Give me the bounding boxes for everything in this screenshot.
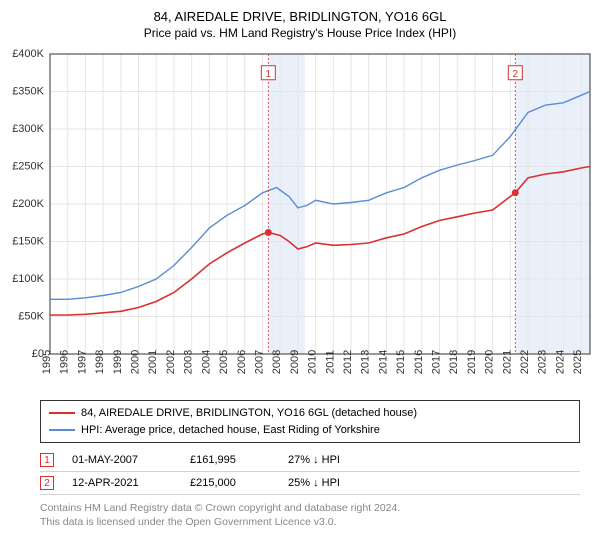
svg-text:2016: 2016 — [413, 350, 425, 374]
svg-text:£250K: £250K — [12, 161, 44, 173]
svg-text:2021: 2021 — [501, 350, 513, 374]
svg-text:1999: 1999 — [112, 350, 124, 374]
svg-text:2022: 2022 — [519, 350, 531, 374]
legend-swatch — [49, 429, 75, 431]
transaction-price: £215,000 — [190, 477, 270, 489]
chart-title-line2: Price paid vs. HM Land Registry's House … — [0, 26, 600, 44]
svg-text:2017: 2017 — [431, 350, 443, 374]
transaction-row: 2 12-APR-2021 £215,000 25% ↓ HPI — [40, 472, 580, 495]
line-chart: £0£50K£100K£150K£200K£250K£300K£350K£400… — [0, 44, 600, 396]
legend-label: 84, AIREDALE DRIVE, BRIDLINGTON, YO16 6G… — [81, 405, 417, 422]
svg-text:£300K: £300K — [12, 123, 44, 135]
svg-text:2019: 2019 — [466, 350, 478, 374]
svg-text:1995: 1995 — [41, 350, 53, 374]
svg-text:2014: 2014 — [377, 350, 389, 374]
svg-text:2005: 2005 — [218, 350, 230, 374]
chart-area: £0£50K£100K£150K£200K£250K£300K£350K£400… — [0, 44, 600, 396]
svg-text:£100K: £100K — [12, 273, 44, 285]
footer-attribution: Contains HM Land Registry data © Crown c… — [40, 501, 580, 529]
svg-text:2004: 2004 — [200, 350, 212, 374]
transaction-price: £161,995 — [190, 454, 270, 466]
transaction-date: 12-APR-2021 — [72, 477, 172, 489]
transaction-table: 1 01-MAY-2007 £161,995 27% ↓ HPI 2 12-APR-202… — [40, 449, 580, 495]
svg-text:1997: 1997 — [76, 350, 88, 374]
svg-text:2010: 2010 — [307, 350, 319, 374]
svg-text:2008: 2008 — [271, 350, 283, 374]
svg-text:2025: 2025 — [572, 350, 584, 374]
svg-text:£50K: £50K — [18, 311, 44, 323]
transaction-delta: 25% ↓ HPI — [288, 477, 340, 489]
legend-swatch — [49, 412, 75, 414]
transaction-marker: 2 — [40, 476, 54, 490]
svg-text:2013: 2013 — [360, 350, 372, 374]
svg-text:2003: 2003 — [183, 350, 195, 374]
svg-text:1: 1 — [266, 69, 272, 80]
legend-item: HPI: Average price, detached house, East… — [49, 422, 571, 439]
svg-text:2012: 2012 — [342, 350, 354, 374]
footer-line2: This data is licensed under the Open Gov… — [40, 515, 580, 529]
svg-text:2007: 2007 — [253, 350, 265, 374]
svg-text:2002: 2002 — [165, 350, 177, 374]
transaction-date: 01-MAY-2007 — [72, 454, 172, 466]
svg-text:2023: 2023 — [537, 350, 549, 374]
footer-line1: Contains HM Land Registry data © Crown c… — [40, 501, 580, 515]
svg-text:2024: 2024 — [554, 350, 566, 374]
svg-text:£400K: £400K — [12, 48, 44, 60]
svg-text:2018: 2018 — [448, 350, 460, 374]
transaction-marker: 1 — [40, 453, 54, 467]
svg-text:2000: 2000 — [130, 350, 142, 374]
transaction-row: 1 01-MAY-2007 £161,995 27% ↓ HPI — [40, 449, 580, 472]
svg-text:2: 2 — [513, 69, 519, 80]
svg-text:2015: 2015 — [395, 350, 407, 374]
chart-title-line1: 84, AIREDALE DRIVE, BRIDLINGTON, YO16 6G… — [0, 0, 600, 26]
svg-text:1998: 1998 — [94, 350, 106, 374]
legend-box: 84, AIREDALE DRIVE, BRIDLINGTON, YO16 6G… — [40, 400, 580, 443]
svg-text:£350K: £350K — [12, 86, 44, 98]
svg-text:£200K: £200K — [12, 198, 44, 210]
transaction-delta: 27% ↓ HPI — [288, 454, 340, 466]
svg-text:2006: 2006 — [236, 350, 248, 374]
svg-text:2009: 2009 — [289, 350, 301, 374]
svg-text:2020: 2020 — [484, 350, 496, 374]
svg-text:1996: 1996 — [59, 350, 71, 374]
svg-text:£150K: £150K — [12, 236, 44, 248]
legend-item: 84, AIREDALE DRIVE, BRIDLINGTON, YO16 6G… — [49, 405, 571, 422]
svg-text:2001: 2001 — [147, 350, 159, 374]
legend-label: HPI: Average price, detached house, East… — [81, 422, 380, 439]
